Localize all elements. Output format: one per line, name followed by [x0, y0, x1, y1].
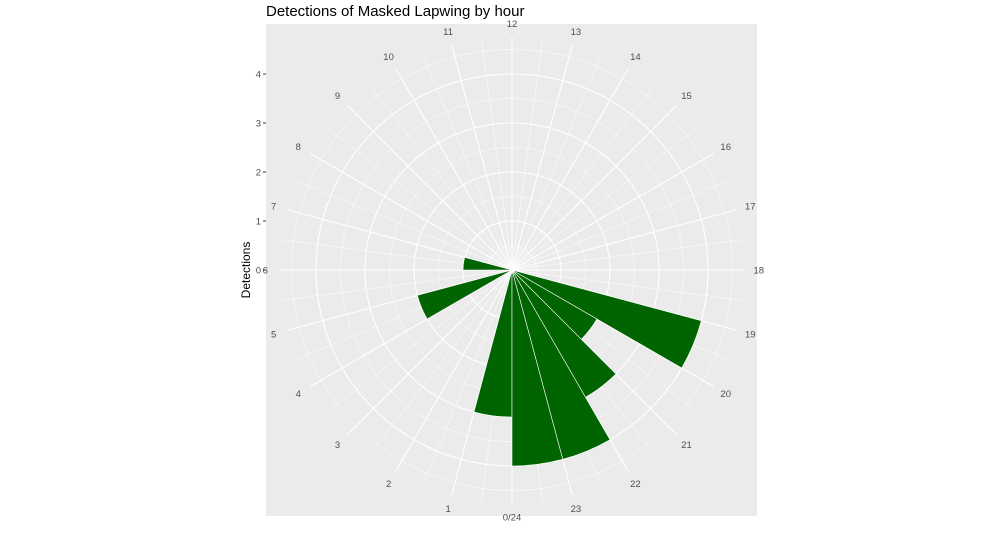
- hour-tick-label: 19: [745, 329, 756, 340]
- hour-tick-label: 6: [263, 266, 268, 277]
- minor-spoke-gridline: [281, 269, 513, 301]
- hour-tick-labels: 0/24123456789101112131415161718192021222…: [263, 19, 765, 523]
- minor-spoke-gridline: [370, 269, 513, 455]
- major-spoke-gridline: [511, 209, 737, 271]
- hour-tick-label: 21: [681, 440, 692, 451]
- major-spoke-gridline: [511, 45, 573, 271]
- hour-tick-label: 2: [386, 479, 391, 490]
- hour-tick-label: 20: [720, 389, 731, 400]
- major-spoke-gridline: [347, 269, 513, 435]
- y-tick-label: 0: [256, 266, 261, 277]
- hour-tick-label: 12: [507, 19, 518, 30]
- minor-spoke-gridline: [511, 269, 743, 301]
- y-tick-label: 1: [256, 217, 261, 228]
- major-spoke-gridline: [511, 105, 677, 271]
- minor-spoke-gridline: [296, 180, 513, 271]
- minor-spoke-gridline: [327, 128, 513, 271]
- hour-tick-label: 9: [335, 91, 340, 102]
- hour-tick-label: 14: [630, 52, 641, 63]
- hour-tick-label: 13: [571, 27, 582, 38]
- hour-tick-label: 0/24: [503, 512, 522, 523]
- y-tick-label: 2: [256, 168, 261, 179]
- minor-spoke-gridline: [370, 85, 513, 271]
- hour-tick-label: 3: [335, 440, 340, 451]
- y-axis-label: Detections: [239, 242, 253, 299]
- hour-tick-label: 18: [754, 266, 765, 277]
- major-spoke-gridline: [310, 153, 513, 271]
- hour-tick-label: 11: [443, 27, 453, 38]
- minor-spoke-gridline: [511, 39, 543, 271]
- minor-spoke-gridline: [511, 239, 743, 271]
- hour-tick-label: 23: [571, 504, 582, 515]
- hour-tick-label: 17: [745, 202, 756, 213]
- bars: [416, 256, 702, 467]
- hour-tick-label: 1: [445, 504, 450, 515]
- minor-spoke-gridline: [511, 54, 602, 271]
- bar-hour-23: [511, 269, 564, 467]
- major-spoke-gridline: [347, 105, 513, 271]
- hour-tick-label: 7: [271, 202, 276, 213]
- minor-spoke-gridline: [422, 54, 513, 271]
- minor-spoke-gridline: [481, 39, 513, 271]
- major-spoke-gridline: [451, 45, 513, 271]
- y-axis-ticks: 0 1 2 3 4: [256, 70, 266, 277]
- minor-spoke-gridline: [327, 269, 513, 412]
- minor-spoke-gridline: [511, 128, 697, 271]
- hour-tick-label: 4: [296, 389, 301, 400]
- hour-tick-label: 10: [383, 52, 394, 63]
- hour-tick-label: 8: [296, 142, 301, 153]
- hour-tick-label: 5: [271, 329, 276, 340]
- major-spoke-gridline: [395, 269, 513, 472]
- major-spoke-gridline: [511, 153, 714, 271]
- minor-spoke-gridline: [422, 269, 513, 486]
- major-spoke-gridline: [511, 68, 629, 271]
- minor-spoke-gridline: [511, 85, 654, 271]
- hour-tick-label: 15: [681, 91, 692, 102]
- minor-spoke-gridline: [511, 180, 728, 271]
- y-tick-label: 3: [256, 119, 261, 130]
- bar-hour-6: [462, 256, 513, 271]
- chart-title: Detections of Masked Lapwing by hour: [266, 3, 525, 20]
- bar-hour-19: [511, 269, 702, 369]
- bar-hour-4: [416, 269, 513, 320]
- hour-tick-label: 16: [720, 142, 731, 153]
- hour-tick-label: 22: [630, 479, 641, 490]
- y-tick-label: 4: [256, 70, 261, 81]
- major-spoke-gridline: [395, 68, 513, 271]
